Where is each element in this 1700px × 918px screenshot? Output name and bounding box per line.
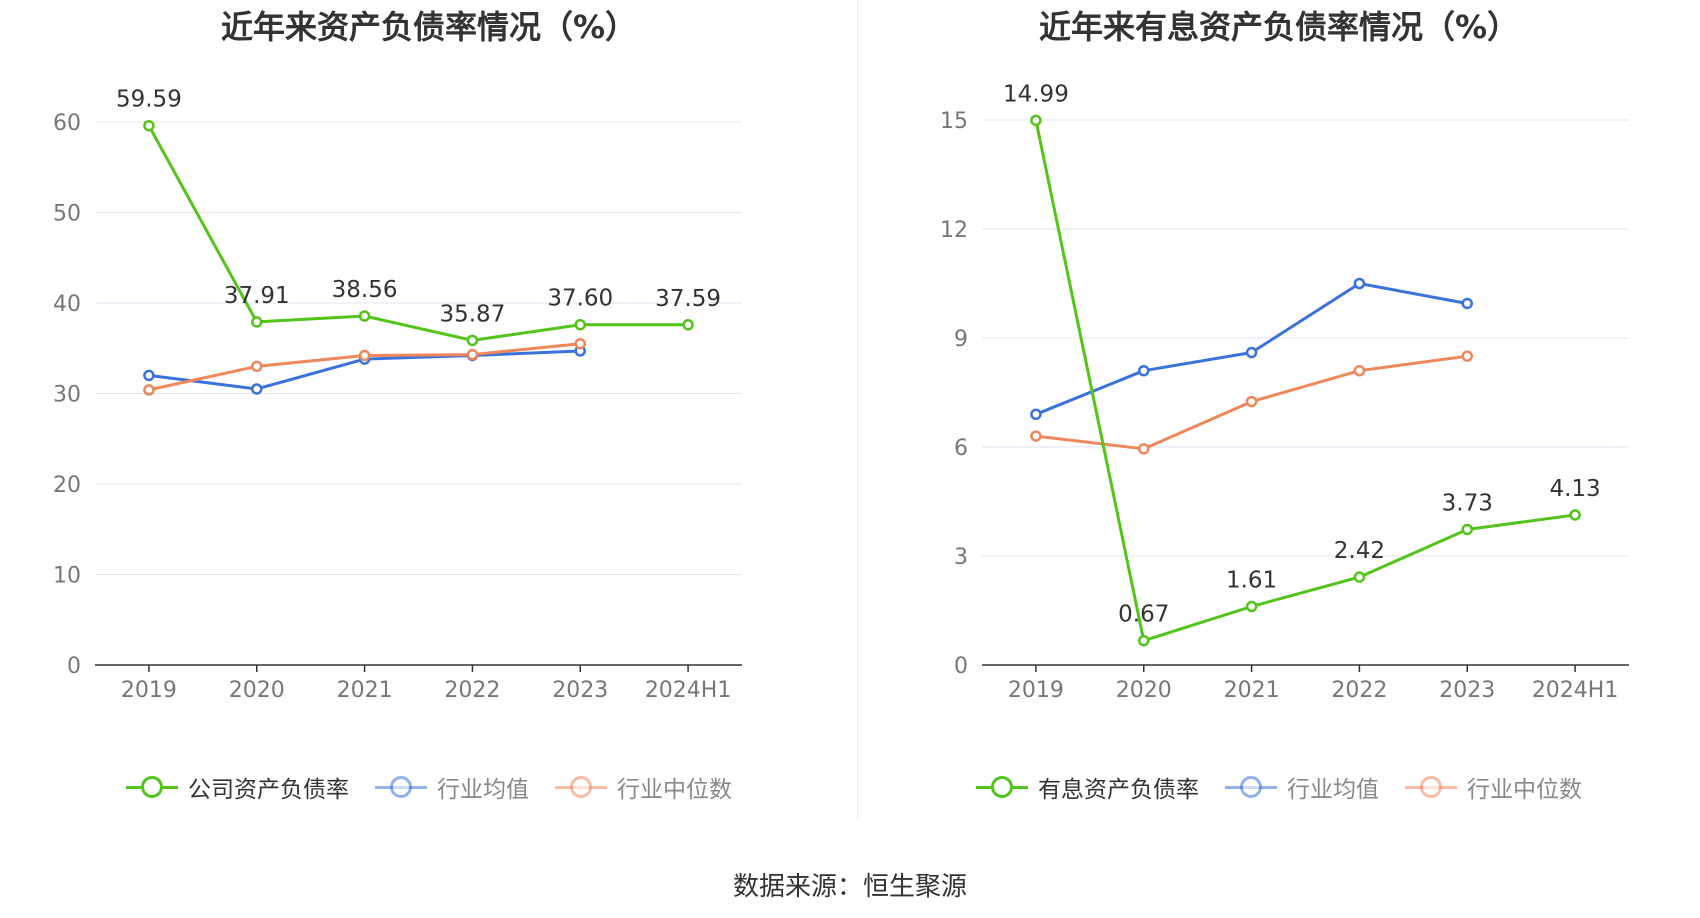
- data-point[interactable]: [1245, 395, 1258, 408]
- data-point[interactable]: [1569, 509, 1581, 521]
- legend-item[interactable]: 有息资产负债率: [976, 770, 1199, 804]
- y-tick-label: 12: [940, 218, 968, 243]
- y-tick-label: 20: [53, 473, 81, 498]
- legend-swatch-icon: [555, 772, 607, 802]
- y-tick-label: 3: [954, 545, 968, 570]
- data-point[interactable]: [1461, 297, 1473, 310]
- data-point[interactable]: [1138, 443, 1150, 455]
- data-label: 4.13: [1549, 476, 1600, 502]
- x-tick-label: 2023: [552, 678, 608, 703]
- data-label: 14.99: [1003, 81, 1069, 107]
- chart-panel-left: 近年来资产负债率情况（%） 0 10 20 30 40 50 60 2019 2020 2021 2…: [0, 0, 858, 830]
- data-point[interactable]: [358, 349, 371, 362]
- data-point[interactable]: [1138, 364, 1150, 377]
- x-tick-label: 2022: [1331, 678, 1387, 703]
- legend-label: 行业中位数: [617, 777, 732, 803]
- y-tick-label: 0: [954, 654, 968, 679]
- legend-item[interactable]: 行业均值: [1225, 770, 1379, 804]
- y-tick-label: 40: [53, 292, 81, 317]
- legend-item[interactable]: 行业中位数: [1405, 770, 1582, 804]
- data-point[interactable]: [1461, 350, 1473, 362]
- data-point[interactable]: [1245, 346, 1258, 359]
- data-point[interactable]: [251, 360, 263, 373]
- line-chart-interest-debt-ratio: 0 3 6 9 12 15 2019 2020 2021 2022 2023 2024H1 14.99 0…: [940, 81, 1629, 703]
- data-label: 1.61: [1226, 568, 1277, 594]
- legend-swatch-icon: [976, 772, 1028, 802]
- chart-title: 近年来有息资产负债率情况（%）: [1038, 8, 1520, 46]
- data-label: 0.67: [1118, 602, 1169, 628]
- line-chart-debt-ratio: 0 10 20 30 40 50 60 2019 2020 2021 2022 2023 2024H1 5…: [53, 87, 742, 703]
- legend-label: 行业中位数: [1467, 777, 1582, 803]
- data-label: 37.91: [224, 283, 290, 309]
- data-point[interactable]: [251, 383, 263, 395]
- data-label: 37.60: [547, 286, 613, 312]
- data-source-footer: 数据来源：恒生聚源: [732, 872, 967, 902]
- series-line-0: [1034, 120, 1576, 643]
- legend-item[interactable]: 行业均值: [375, 770, 529, 804]
- data-label: 59.59: [116, 87, 182, 113]
- data-point[interactable]: [1353, 277, 1366, 290]
- legend-label: 行业均值: [437, 777, 529, 803]
- panel-divider: [857, 0, 858, 820]
- x-tick-label: 2024H1: [645, 678, 732, 703]
- series-line-0: [147, 124, 689, 342]
- y-tick-label: 50: [53, 202, 81, 227]
- chart-panel-right: 近年来有息资产负债率情况（%） 0 3 6 9 12 15 2019 2020 2021 2022…: [858, 0, 1700, 830]
- x-tick-label: 2021: [337, 678, 393, 703]
- y-tick-label: 6: [954, 436, 968, 461]
- data-point[interactable]: [1138, 634, 1150, 647]
- y-tick-label: 9: [954, 327, 968, 352]
- x-tick-label: 2020: [1116, 678, 1172, 703]
- data-point[interactable]: [574, 337, 586, 350]
- data-point[interactable]: [143, 384, 155, 396]
- data-point[interactable]: [682, 319, 694, 331]
- y-tick-label: 15: [940, 109, 968, 134]
- legend-item[interactable]: 公司资产负债率: [126, 770, 349, 804]
- x-tick-label: 2020: [229, 678, 285, 703]
- data-label: 35.87: [439, 301, 505, 327]
- data-point[interactable]: [251, 316, 263, 328]
- legend-swatch-icon: [375, 772, 427, 802]
- x-tick-label: 2019: [121, 678, 177, 703]
- data-point[interactable]: [1030, 430, 1042, 442]
- data-point[interactable]: [1461, 523, 1473, 536]
- y-tick-label: 0: [67, 654, 81, 679]
- data-point[interactable]: [1030, 114, 1042, 127]
- x-tick-label: 2024H1: [1532, 678, 1619, 703]
- data-point[interactable]: [143, 369, 155, 382]
- y-tick-label: 10: [53, 564, 81, 589]
- data-point[interactable]: [143, 119, 155, 132]
- legend-swatch-icon: [126, 772, 178, 802]
- data-label: 37.59: [655, 286, 721, 312]
- x-tick-label: 2023: [1439, 678, 1495, 703]
- data-label: 2.42: [1334, 538, 1385, 564]
- data-point[interactable]: [574, 318, 586, 331]
- legend-swatch-icon: [1225, 772, 1277, 802]
- chart-title: 近年来资产负债率情况（%）: [220, 8, 638, 46]
- legend-label: 行业均值: [1287, 777, 1379, 803]
- legend-label: 有息资产负债率: [1038, 777, 1199, 803]
- data-label: 3.73: [1442, 490, 1493, 516]
- y-tick-label: 30: [53, 383, 81, 408]
- legend-swatch-icon: [1405, 772, 1457, 802]
- data-point[interactable]: [1353, 571, 1366, 583]
- legend-label: 公司资产负债率: [188, 777, 349, 803]
- data-point[interactable]: [1030, 408, 1042, 421]
- data-point[interactable]: [466, 334, 479, 347]
- data-point[interactable]: [466, 348, 479, 361]
- chart-legend: 公司资产负债率 行业均值 行业中位数: [0, 770, 858, 804]
- x-tick-label: 2022: [444, 678, 500, 703]
- x-tick-label: 2021: [1224, 678, 1280, 703]
- data-point[interactable]: [1353, 364, 1366, 377]
- data-label: 38.56: [332, 277, 398, 303]
- data-point[interactable]: [358, 310, 371, 322]
- chart-legend: 有息资产负债率 行业均值 行业中位数: [858, 770, 1700, 804]
- x-tick-label: 2019: [1008, 678, 1064, 703]
- legend-item[interactable]: 行业中位数: [555, 770, 732, 804]
- data-point[interactable]: [1245, 600, 1258, 613]
- y-tick-label: 60: [53, 111, 81, 136]
